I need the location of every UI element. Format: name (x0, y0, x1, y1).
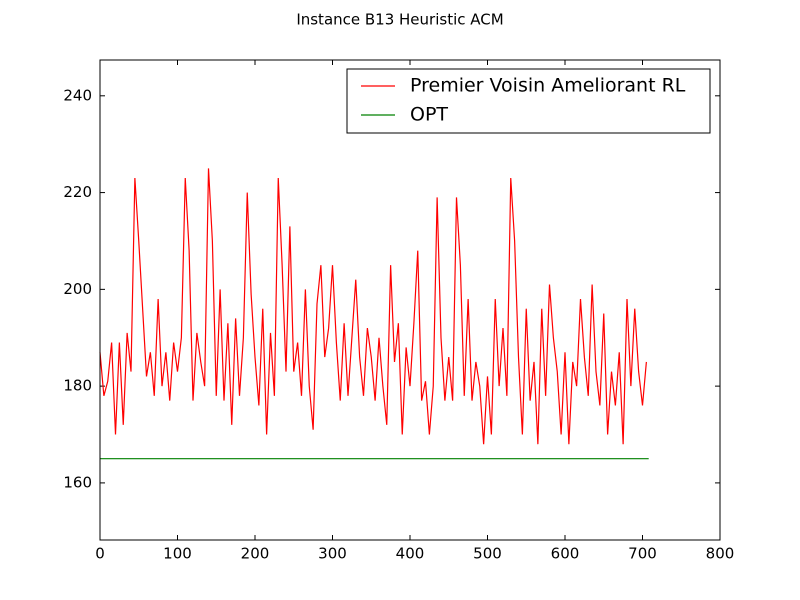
x-tick-label: 200 (241, 545, 270, 563)
chart-title: Instance B13 Heuristic ACM (296, 11, 503, 29)
y-tick-label: 180 (63, 377, 92, 395)
x-tick-label: 700 (628, 545, 657, 563)
legend-label: Premier Voisin Ameliorant RL (410, 75, 686, 97)
x-tick-label: 0 (95, 545, 105, 563)
y-tick-label: 240 (63, 86, 92, 104)
x-tick-label: 100 (163, 545, 192, 563)
y-tick-label: 200 (63, 280, 92, 298)
plot-frame (99, 59, 721, 541)
x-tick-label: 400 (396, 545, 425, 563)
y-tick-label: 220 (63, 183, 92, 201)
legend-label: OPT (410, 104, 448, 126)
x-tick-label: 500 (473, 545, 502, 563)
x-tick-label: 800 (706, 545, 735, 563)
legend-box (346, 68, 711, 134)
y-tick-label: 160 (63, 473, 92, 491)
line-series (99, 168, 647, 445)
x-tick-label: 600 (551, 545, 580, 563)
x-tick-label: 300 (318, 545, 347, 563)
